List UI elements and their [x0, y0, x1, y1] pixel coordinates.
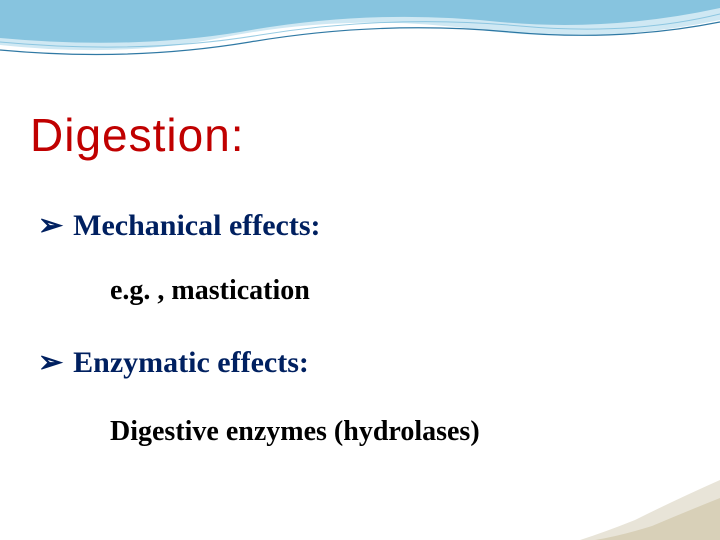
bottom-corner-decoration	[580, 480, 720, 540]
bullet-label: Mechanical effects:	[73, 209, 320, 243]
bullet-item-enzymatic: ➢ Enzymatic effects:	[38, 345, 309, 380]
chevron-icon: ➢	[38, 345, 63, 380]
chevron-icon: ➢	[38, 208, 63, 243]
sub-text-enzymes: Digestive enzymes (hydrolases)	[110, 416, 480, 448]
sub-text-mastication: e.g. , mastication	[110, 275, 310, 307]
bullet-label: Enzymatic effects:	[73, 346, 309, 380]
top-wave-decoration	[0, 0, 720, 90]
slide-title: Digestion:	[30, 108, 245, 162]
bullet-item-mechanical: ➢ Mechanical effects:	[38, 208, 321, 243]
